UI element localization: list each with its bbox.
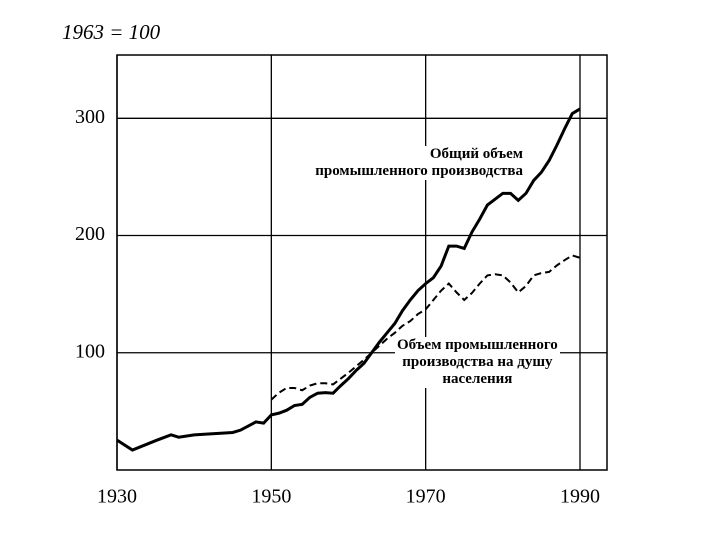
series-label: Общий объем промышленного производства: [313, 146, 525, 180]
x-tick-label: 1930: [97, 486, 137, 508]
x-tick-label: 1970: [406, 486, 446, 508]
y-tick-label: 300: [75, 106, 105, 128]
series-line: [270, 254, 581, 401]
series-label: Объем промышленного производства на душу…: [395, 337, 560, 388]
y-tick-label: 100: [75, 340, 105, 362]
series-line: [116, 107, 581, 452]
x-tick-label: 1990: [560, 486, 600, 508]
plot-frame: [116, 54, 608, 471]
y-tick-label: 200: [75, 223, 105, 245]
x-tick-label: 1950: [251, 486, 291, 508]
chart-title: 1963 = 100: [62, 20, 161, 44]
